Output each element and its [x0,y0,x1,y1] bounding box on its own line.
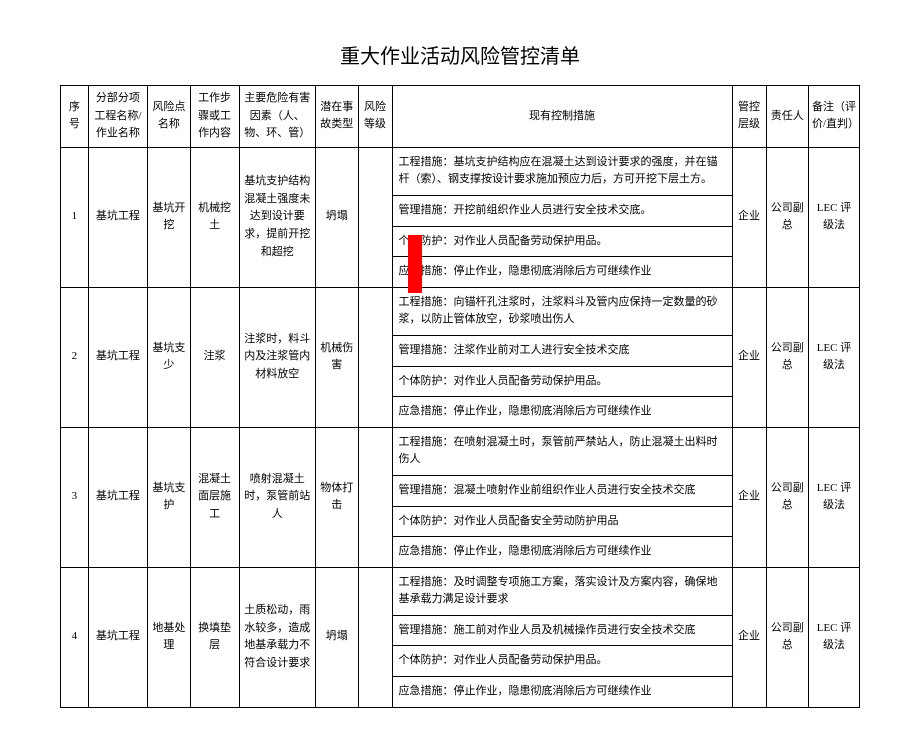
col-step: 工作步骤或工作内容 [190,86,239,148]
table-row: 2基坑工程基坑支少注浆注浆时，料斗内及注浆管内材料放空机械伤害工程措施：向锚杆孔… [61,287,860,427]
cell-accident: 坍塌 [316,567,359,707]
cell-remark: LEC 评级法 [809,287,860,427]
cell-factor: 基坑支护结构混凝土强度未达到设计要求，提前开挖和超挖 [239,147,316,287]
table-row: 3基坑工程基坑支护混凝土面层施工喷射混凝土时，泵管前站人物体打击工程措施：在喷射… [61,427,860,567]
measure-item: 个体防护：对作业人员配备安全劳动防护用品 [393,507,732,538]
cell-remark: LEC 评级法 [809,147,860,287]
measure-item: 工程措施：基坑支护结构应在混凝土达到设计要求的强度，并在锚杆（索）、钢支撑按设计… [393,148,732,196]
measure-item: 工程措施：及时调整专项施工方案，落实设计及方案内容，确保地基承载力满足设计要求 [393,568,732,616]
cell-measures: 工程措施：及时调整专项施工方案，落实设计及方案内容，确保地基承载力满足设计要求管… [392,567,732,707]
cell-measures: 工程措施：向锚杆孔注浆时，注浆料斗及管内应保持一定数量的砂浆，以防止管体放空，砂… [392,287,732,427]
cell-step: 机械挖土 [190,147,239,287]
cell-no: 2 [61,287,89,427]
red-highlight-bar [408,235,422,293]
cell-level [358,427,392,567]
col-owner: 责任人 [766,86,809,148]
measure-item: 工程措施：在喷射混凝土时，泵管前严禁站人，防止混凝土出料时伤人 [393,428,732,476]
cell-ctrl-level: 企业 [732,567,766,707]
cell-remark: LEC 评级法 [809,427,860,567]
cell-level [358,287,392,427]
cell-owner: 公司副总 [766,147,809,287]
cell-factor: 注浆时，料斗内及注浆管内材料放空 [239,287,316,427]
cell-name: 基坑工程 [88,427,148,567]
measure-item: 应急措施：停止作业，隐患彻底消除后方可继续作业 [393,537,732,567]
cell-owner: 公司副总 [766,567,809,707]
measure-item: 工程措施：向锚杆孔注浆时，注浆料斗及管内应保持一定数量的砂浆，以防止管体放空，砂… [393,288,732,336]
page-title: 重大作业活动风险管控清单 [60,40,860,69]
col-measures: 现有控制措施 [392,86,732,148]
cell-factor: 喷射混凝土时，泵管前站人 [239,427,316,567]
cell-step: 注浆 [190,287,239,427]
measure-item: 应急措施：停止作业，隐患彻底消除后方可继续作业 [393,257,732,287]
risk-control-table: 序号 分部分项工程名称/作业名称 风险点名称 工作步骤或工作内容 主要危险有害因… [60,85,860,708]
cell-name: 基坑工程 [88,567,148,707]
measure-item: 管理措施：施工前对作业人员及机械操作员进行安全技术交底 [393,616,732,647]
col-remark: 备注（评价/直判） [809,86,860,148]
cell-risk-point: 基坑支护 [148,427,191,567]
cell-risk-point: 地基处理 [148,567,191,707]
col-risk-point: 风险点名称 [148,86,191,148]
cell-no: 3 [61,427,89,567]
cell-step: 换填垫层 [190,567,239,707]
cell-accident: 机械伤害 [316,287,359,427]
measure-item: 管理措施：开挖前组织作业人员进行安全技术交底。 [393,196,732,227]
measure-item: 个体防护：对作业人员配备劳动保护用品。 [393,367,732,398]
cell-measures: 工程措施：基坑支护结构应在混凝土达到设计要求的强度，并在锚杆（索）、钢支撑按设计… [392,147,732,287]
cell-measures: 工程措施：在喷射混凝土时，泵管前严禁站人，防止混凝土出料时伤人管理措施：混凝土喷… [392,427,732,567]
cell-no: 1 [61,147,89,287]
cell-level [358,147,392,287]
table-row: 4基坑工程地基处理换填垫层土质松动，雨水较多，造成地基承载力不符合设计要求坍塌工… [61,567,860,707]
cell-risk-point: 基坑开挖 [148,147,191,287]
measure-item: 管理措施：混凝土喷射作业前组织作业人员进行安全技术交底 [393,476,732,507]
table-body: 1基坑工程基坑开挖机械挖土基坑支护结构混凝土强度未达到设计要求，提前开挖和超挖坍… [61,147,860,707]
cell-remark: LEC 评级法 [809,567,860,707]
header-row: 序号 分部分项工程名称/作业名称 风险点名称 工作步骤或工作内容 主要危险有害因… [61,86,860,148]
cell-ctrl-level: 企业 [732,287,766,427]
col-level: 风险等级 [358,86,392,148]
col-factor: 主要危险有害因素（人、物、环、管） [239,86,316,148]
table-container: 序号 分部分项工程名称/作业名称 风险点名称 工作步骤或工作内容 主要危险有害因… [60,85,860,708]
cell-name: 基坑工程 [88,287,148,427]
cell-ctrl-level: 企业 [732,427,766,567]
col-accident: 潜在事故类型 [316,86,359,148]
cell-accident: 物体打击 [316,427,359,567]
cell-name: 基坑工程 [88,147,148,287]
measure-item: 应急措施：停止作业，隐患彻底消除后方可继续作业 [393,677,732,707]
cell-owner: 公司副总 [766,427,809,567]
cell-ctrl-level: 企业 [732,147,766,287]
cell-accident: 坍塌 [316,147,359,287]
measure-item: 个体防护：对作业人员配备劳动保护用品。 [393,227,732,258]
col-no: 序号 [61,86,89,148]
cell-level [358,567,392,707]
col-name: 分部分项工程名称/作业名称 [88,86,148,148]
measure-item: 应急措施：停止作业，隐患彻底消除后方可继续作业 [393,397,732,427]
measure-item: 管理措施：注浆作业前对工人进行安全技术交底 [393,336,732,367]
measure-item: 个体防护：对作业人员配备劳动保护用品。 [393,646,732,677]
table-row: 1基坑工程基坑开挖机械挖土基坑支护结构混凝土强度未达到设计要求，提前开挖和超挖坍… [61,147,860,287]
cell-step: 混凝土面层施工 [190,427,239,567]
cell-owner: 公司副总 [766,287,809,427]
col-ctrl-level: 管控层级 [732,86,766,148]
cell-risk-point: 基坑支少 [148,287,191,427]
cell-no: 4 [61,567,89,707]
cell-factor: 土质松动，雨水较多，造成地基承载力不符合设计要求 [239,567,316,707]
